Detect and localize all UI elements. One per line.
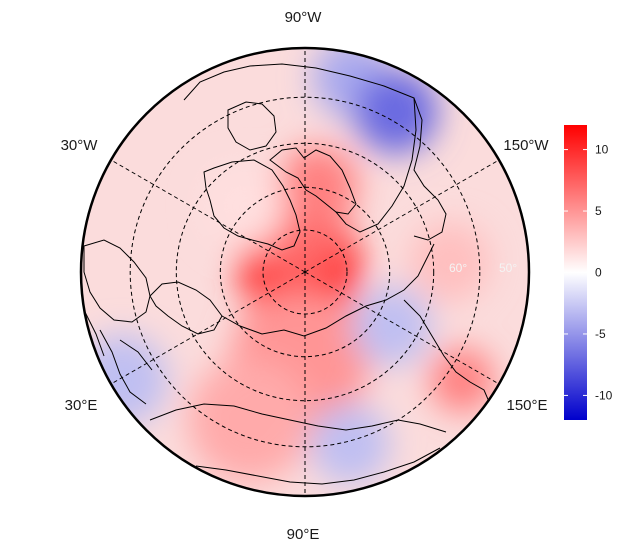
east-asia-coastline	[403, 299, 491, 405]
anomaly-greenland-interior	[202, 164, 286, 248]
colorbar-tick-label: -5	[595, 327, 606, 341]
anomaly-kamchatka-okhotsk	[430, 348, 494, 412]
lon-label-150w: 150°W	[503, 137, 549, 154]
greenland-coastline	[203, 159, 301, 251]
hudson-bay-coastline	[227, 101, 277, 151]
anomaly-central-asia-kazakhstan	[188, 358, 312, 482]
siberia-coastline	[221, 243, 435, 337]
meridian--30	[110, 271, 306, 385]
meridian-30	[110, 159, 306, 273]
meridian-150	[304, 159, 500, 273]
europe-coastline	[83, 239, 151, 323]
latitude-circle-70	[219, 186, 391, 358]
meridian--150	[304, 271, 500, 385]
lon-label-90w: 90°W	[285, 9, 323, 26]
colorbar-tick-label: 10	[595, 143, 609, 157]
anomaly-mongolia-china-border	[310, 404, 390, 484]
colorbar-gradient	[564, 125, 587, 420]
latitude-circle-60	[175, 142, 435, 402]
lon-label-90e: 90°E	[287, 526, 320, 543]
graticule	[110, 48, 500, 496]
colorbar-ticks: 10 5 0 -5 -10	[564, 143, 613, 402]
colorbar: 10 5 0 -5 -10	[564, 125, 613, 420]
colorbar-tick-label: 0	[595, 266, 602, 280]
central-asia-border	[149, 403, 447, 433]
canadian-archipelago-coastline	[269, 147, 357, 215]
coastlines	[83, 63, 491, 485]
south-border	[195, 447, 441, 485]
anomaly-western-canada-alaska-interior	[354, 70, 438, 154]
colorbar-tick-label: 5	[595, 204, 602, 218]
latitude-circle-50	[129, 96, 481, 448]
lon-label-30w: 30°W	[61, 137, 99, 154]
lat-label-50: 50°	[499, 261, 517, 275]
anomaly-east-siberia	[352, 286, 432, 366]
map-frame	[79, 46, 531, 498]
lat-label-60: 60°	[449, 261, 467, 275]
field-blobs	[81, 48, 494, 484]
colorbar-tick-label: -10	[595, 388, 613, 402]
lon-label-30e: 30°E	[65, 397, 98, 414]
alaska-coastline	[413, 97, 447, 241]
eastern-europe-borders	[83, 309, 153, 405]
scandinavia-coastline	[149, 281, 223, 335]
lon-label-150e: 150°E	[506, 397, 547, 414]
